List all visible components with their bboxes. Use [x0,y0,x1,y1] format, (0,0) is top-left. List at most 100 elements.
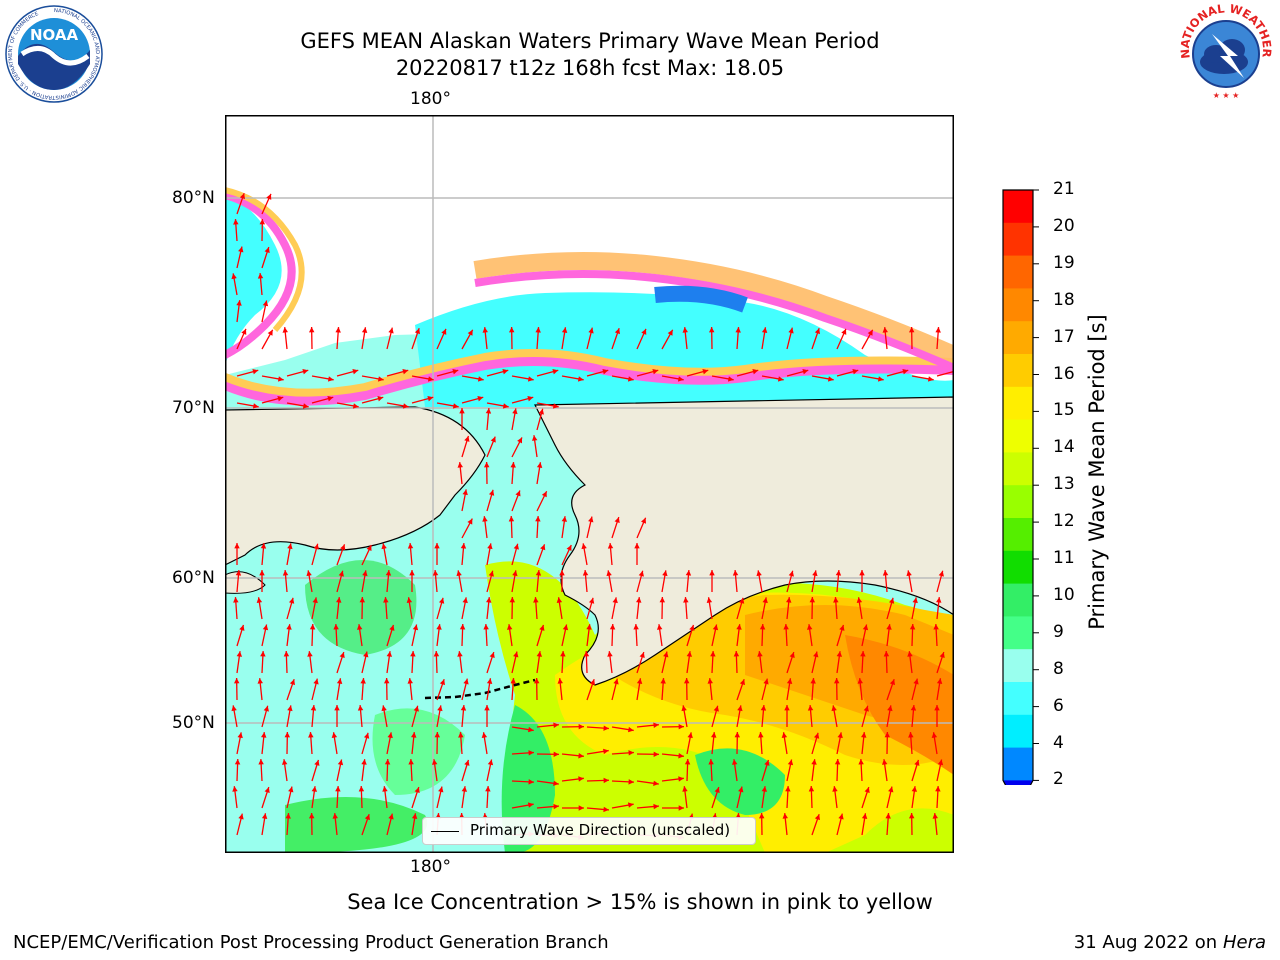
wave-arrow-head [756,570,762,577]
wave-arrow-head [266,193,272,200]
wave-arrow-head [807,705,814,711]
wave-arrow-head [427,376,434,382]
wave-arrow-head [812,570,818,577]
wave-arrow-head [814,328,820,335]
wave-arrow-head [259,570,265,576]
wave-arrow-head [313,543,319,550]
wave-arrow-head [607,543,614,549]
map-legend: Primary Wave Direction (unscaled) [422,817,756,845]
wave-arrow-head [457,651,463,657]
wave-arrow-head [937,759,944,766]
wave-arrow-head [502,369,509,375]
wave-arrow-head [302,369,309,375]
wave-arrow-head [513,543,519,550]
wave-arrow-head [583,651,590,657]
wave-arrow-head [352,369,359,375]
wave-arrow-head [309,624,316,630]
lat-label-60: 60°N [172,568,215,588]
colorbar [1000,185,1060,810]
wave-arrow-head [407,678,413,684]
wave-arrow-head [264,787,270,794]
wave-arrow-head [683,678,690,684]
wave-arrow-head [908,327,915,333]
sea-ice-caption: Sea Ice Concentration > 15% is shown in … [347,890,933,914]
wave-arrow-head [536,651,543,657]
wave-arrow-head [606,570,612,577]
wave-arrow-head [263,705,269,712]
wave-arrow-head [234,543,240,549]
footer-machine: Hera [1222,932,1266,953]
wave-arrow-head [761,327,768,333]
wave-arrow-head [437,705,443,712]
wave-arrow-head [381,705,387,712]
wave-arrow-head [682,327,688,333]
wave-arrow-head [653,780,659,787]
wave-arrow-head [785,786,791,792]
wave-arrow-head [578,723,584,730]
wave-arrow-head [678,753,684,759]
wave-arrow-head [233,219,239,225]
wave-arrow-head [464,435,470,442]
wave-arrow-head [264,247,270,254]
wave-arrow-head [882,570,889,576]
wave-arrow-head [733,651,740,657]
wave-arrow-head [237,732,243,739]
wave-arrow-head [912,597,918,604]
wave-arrow-head [731,759,738,765]
wave-arrow-head [935,786,941,792]
wave-period-map [225,115,954,853]
wave-arrow-head [414,328,420,335]
wave-arrow-head [757,651,763,657]
wave-arrow-head [578,776,584,782]
noaa-logo: NOAA NATIONAL OCEANIC AND ATMOSPHERIC AD… [4,4,104,104]
wave-arrow-head [858,759,864,765]
wave-arrow-head [361,327,368,333]
colorbar-segment [1003,714,1033,749]
wave-arrow-head [614,517,620,524]
wave-arrow-head [387,732,393,739]
wave-arrow-head [582,570,589,576]
colorbar-tick-label: 11 [1053,548,1075,568]
wave-arrow-head [528,750,534,756]
wave-arrow-head [561,516,568,522]
wave-arrow-head [758,732,764,738]
wave-arrow-head [732,570,739,576]
wave-arrow-head [636,678,643,684]
wave-arrow-head [509,597,516,603]
wave-arrow-head [561,327,568,333]
colorbar-segment [1003,583,1033,617]
wave-arrow-head [467,518,473,525]
colorbar-tick-label: 21 [1053,179,1075,199]
wave-arrow-head [333,624,339,630]
colorbar-segment [1003,255,1033,289]
wave-arrow-head [562,624,569,631]
colorbar-scale [1002,189,1039,810]
wave-arrow-head [933,624,939,630]
wave-arrow-head [308,327,315,333]
wave-arrow-head [640,517,647,524]
wave-arrow-head [502,403,509,409]
colorbar-tick-label: 10 [1053,584,1075,605]
wave-arrow-head [735,327,741,333]
wave-arrow-head [477,376,484,382]
wave-arrow-head [652,369,659,375]
wave-arrow-head [609,624,616,630]
wave-arrow-head [357,705,364,711]
colorbar-segment [1003,747,1033,781]
wave-arrow-head [261,813,268,819]
footer-date-text: 31 Aug 2022 on [1073,932,1218,953]
wave-arrow-head [581,543,587,550]
wave-arrow-head [282,570,289,576]
wave-arrow-head [802,369,809,375]
wave-arrow-head [410,651,416,657]
colorbar-segment [1003,288,1033,322]
colorbar-tick-label: 15 [1053,400,1075,421]
wave-arrow-head [662,570,668,577]
wave-arrow-head [834,759,841,765]
wave-arrow-head [787,759,794,766]
footer-producer: NCEP/EMC/Verification Post Processing Pr… [13,932,609,953]
wave-arrow-head [908,813,915,819]
wave-arrow-head [340,544,346,551]
colorbar-segment [1003,386,1033,421]
wave-arrow-head [863,705,869,712]
